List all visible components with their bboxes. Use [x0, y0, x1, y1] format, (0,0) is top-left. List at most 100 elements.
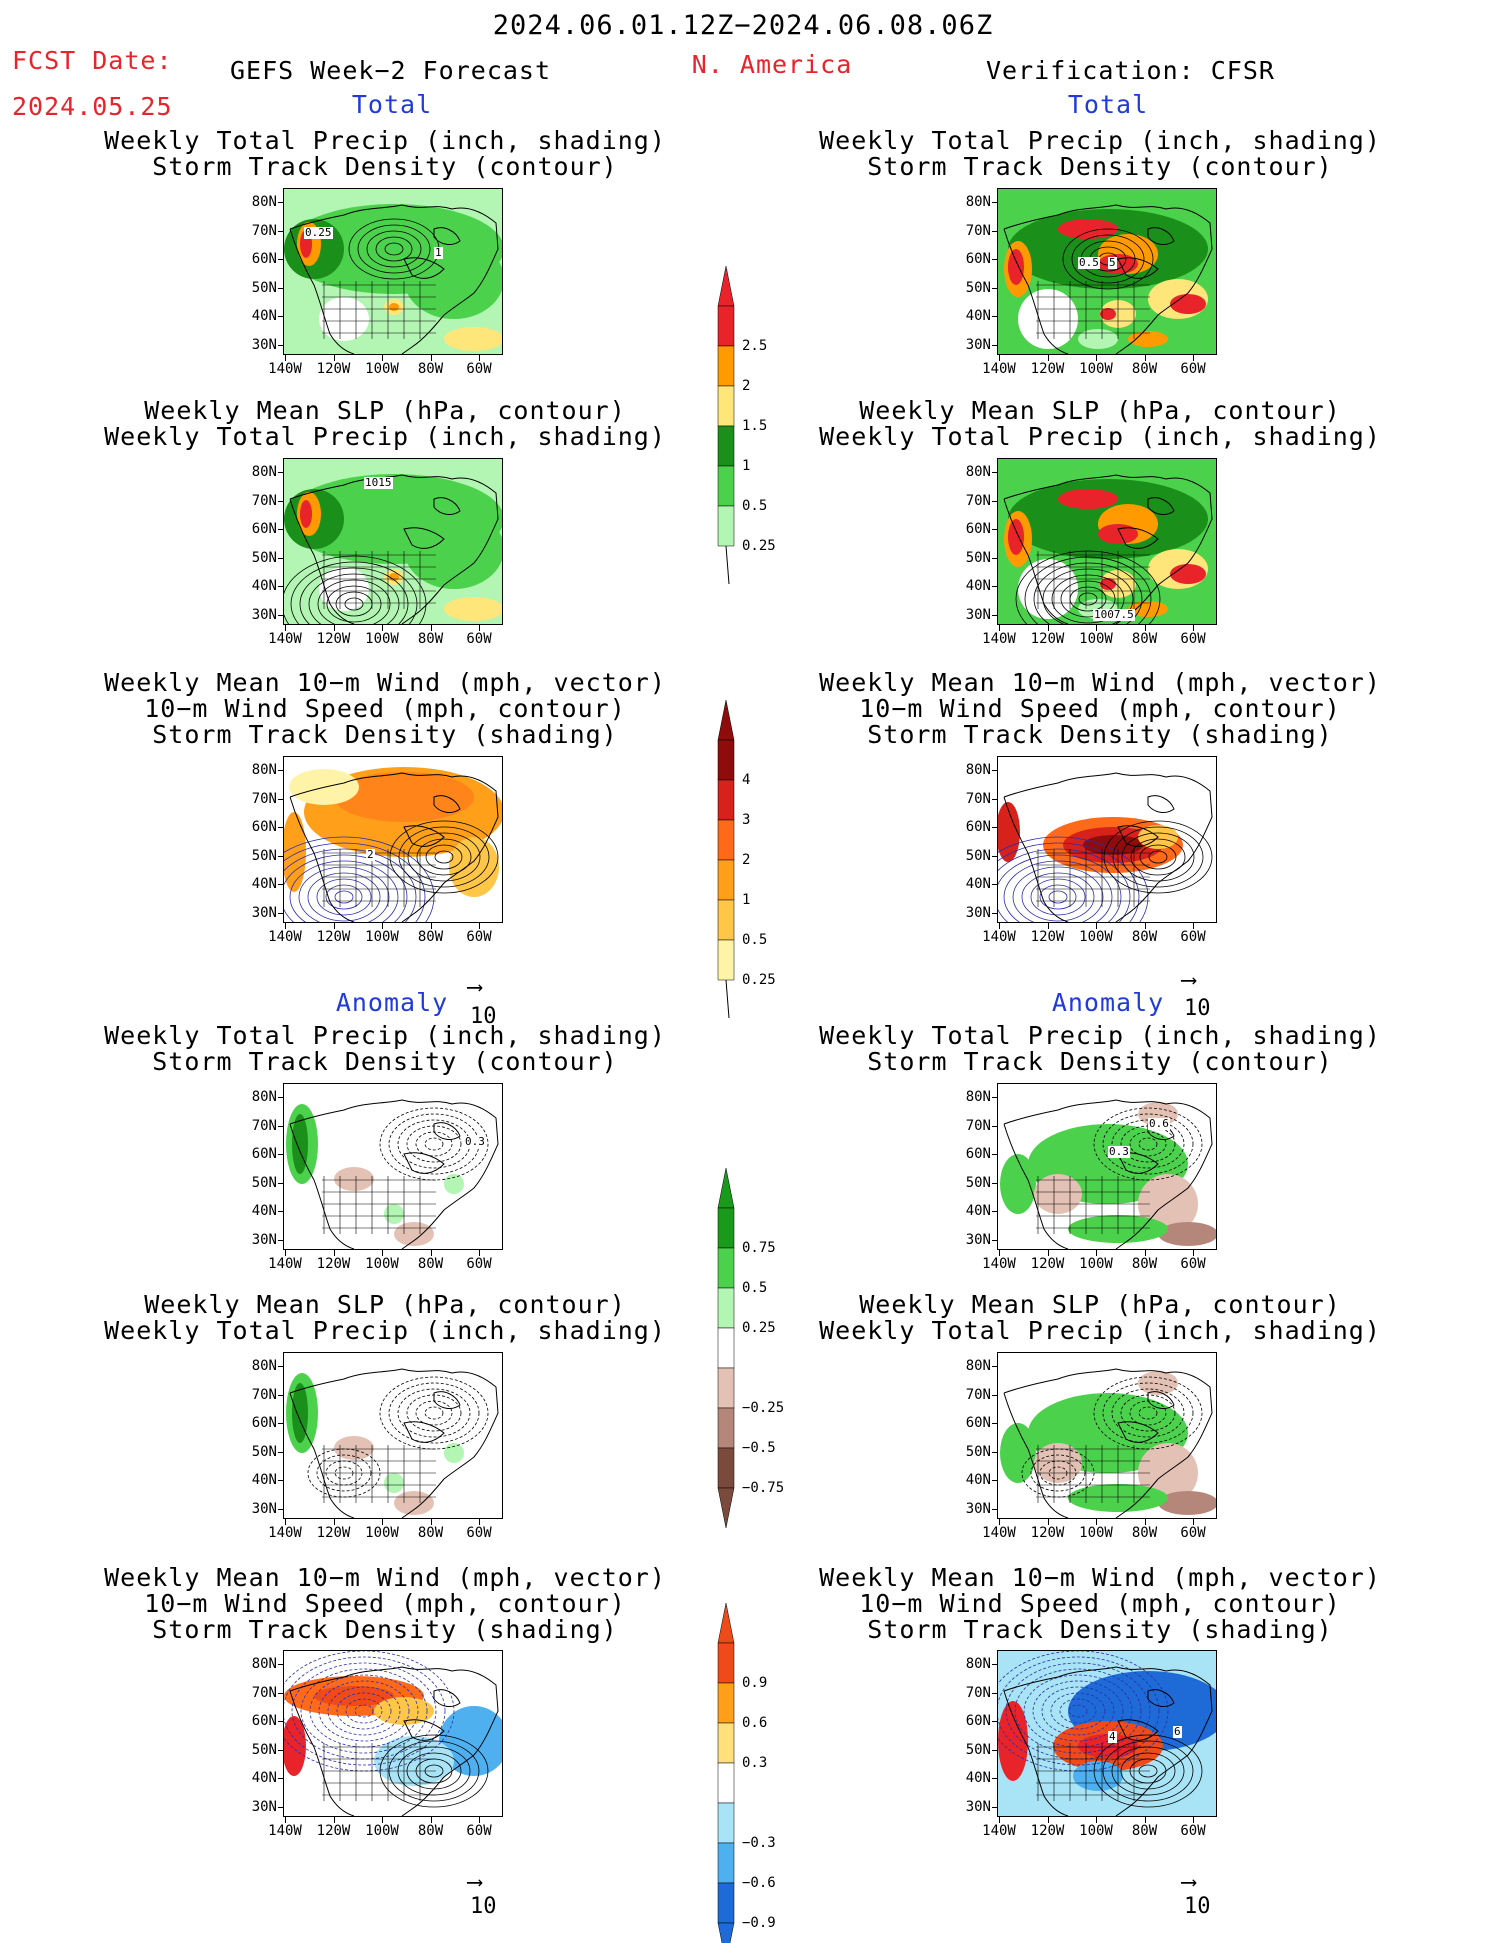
- lat-tick-mark: [278, 1480, 284, 1481]
- lon-tick-mark: [1193, 1817, 1194, 1823]
- lat-tick-mark: [992, 557, 998, 559]
- lat-tick-label: 60N: [251, 1713, 277, 1729]
- panel-title-r1-left-line2: Storm Track Density (contour): [152, 152, 618, 181]
- colorbar-label: −0.3: [742, 1835, 776, 1851]
- lon-tick-mark: [999, 355, 1000, 361]
- contour-label: 1: [434, 246, 443, 259]
- panel-title-r6-right-line3: Storm Track Density (shading): [867, 1615, 1333, 1644]
- lon-tick-label: 140W: [982, 1823, 1016, 1839]
- panel-title-r4-left-line1: Weekly Total Precip (inch, shading): [104, 1021, 666, 1050]
- panel-title-r3-right-line2: 10−m Wind Speed (mph, contour): [859, 694, 1341, 723]
- lon-tick-mark: [479, 1250, 480, 1256]
- lat-tick-label: 60N: [965, 1415, 991, 1431]
- lon-tick-label: 60W: [466, 1256, 492, 1272]
- contour-label: 0.6: [1148, 1117, 1170, 1130]
- lon-tick-label: 80W: [1131, 631, 1158, 647]
- lat-tick-mark: [992, 1125, 998, 1127]
- lat-tick-label: 60N: [965, 251, 991, 267]
- map-panel-r4-left: 0.3: [283, 1083, 503, 1250]
- lat-tick-label: 30N: [251, 336, 277, 353]
- vector-ref-label-right-bottom: 10: [1184, 1894, 1211, 1919]
- colorbar-label: 2: [742, 378, 751, 394]
- colorbar-label: 1: [742, 458, 751, 474]
- lat-tick-label: 70N: [965, 222, 991, 239]
- lon-tick-label: 120W: [316, 1256, 351, 1272]
- lat-tick-mark: [992, 1239, 998, 1241]
- lat-tick-mark: [992, 1692, 998, 1694]
- lat-tick-label: 40N: [251, 1203, 277, 1219]
- lat-tick-label: 40N: [965, 578, 991, 594]
- lat-tick-mark: [278, 1154, 284, 1155]
- map-panel-r1-right: 0.5 5: [997, 188, 1217, 355]
- panel-title-r6-right-line2: 10−m Wind Speed (mph, contour): [859, 1589, 1341, 1618]
- lat-tick-mark: [992, 1778, 998, 1779]
- lat-tick-label: 30N: [965, 1798, 991, 1815]
- lat-tick-label: 70N: [251, 1684, 277, 1701]
- panel-title-r6-right-line1: Weekly Mean 10−m Wind (mph, vector): [819, 1563, 1381, 1592]
- lat-tick-mark: [992, 1508, 998, 1510]
- lon-tick-label: 140W: [982, 361, 1016, 377]
- lat-tick-label: 80N: [965, 464, 991, 480]
- panel-title-r1-left-line1: Weekly Total Precip (inch, shading): [104, 126, 666, 155]
- lon-tick-mark: [1096, 923, 1097, 929]
- vector-ref-left-top: ⟶: [468, 975, 482, 1000]
- lat-tick-label: 60N: [251, 819, 277, 835]
- lon-tick-mark: [1193, 355, 1194, 361]
- contour-label: 2: [366, 848, 375, 861]
- lat-tick-label: 60N: [965, 1146, 991, 1162]
- panel-title-r3-left-line3: Storm Track Density (shading): [152, 720, 618, 749]
- lat-tick-label: 60N: [251, 1415, 277, 1431]
- colorbar-label: 0.5: [742, 1280, 768, 1296]
- lat-tick-mark: [992, 1423, 998, 1424]
- lat-tick-mark: [278, 614, 284, 616]
- lat-tick-label: 50N: [251, 1443, 277, 1460]
- lat-tick-label: 30N: [965, 1231, 991, 1248]
- lat-tick-label: 40N: [251, 1472, 277, 1488]
- lat-tick-label: 80N: [251, 464, 277, 480]
- lon-tick-label: 60W: [466, 1823, 492, 1839]
- lon-tick-mark: [333, 923, 335, 929]
- lat-tick-label: 50N: [251, 1174, 277, 1191]
- lat-tick-mark: [992, 798, 998, 800]
- lon-tick-mark: [333, 1250, 335, 1256]
- lat-tick-label: 50N: [251, 279, 277, 296]
- panel-title-r6-left-line3: Storm Track Density (shading): [152, 1615, 618, 1644]
- lon-tick-label: 80W: [417, 631, 444, 647]
- lon-tick-mark: [430, 625, 432, 631]
- lat-tick-label: 80N: [251, 1089, 277, 1105]
- lat-tick-label: 40N: [251, 876, 277, 892]
- contour-label: 1007.5: [1093, 608, 1135, 621]
- lon-tick-mark: [430, 1519, 432, 1525]
- map-panel-r5-left: [283, 1352, 503, 1519]
- lat-tick-mark: [278, 1211, 284, 1212]
- lat-tick-mark: [992, 472, 998, 473]
- lon-tick-label: 100W: [365, 361, 399, 377]
- contour-label: 0.3: [1108, 1145, 1130, 1158]
- lat-tick-label: 60N: [965, 1713, 991, 1729]
- colorbar-label: 0.5: [742, 932, 768, 948]
- lon-tick-mark: [1144, 625, 1146, 631]
- lat-tick-mark: [992, 287, 998, 289]
- colorbar-label: 0.9: [742, 1675, 768, 1691]
- vector-ref-right-top: ⟶: [1182, 968, 1196, 993]
- lat-tick-label: 30N: [965, 336, 991, 353]
- lon-tick-label: 100W: [1079, 1525, 1113, 1541]
- lon-tick-label: 120W: [1030, 1256, 1065, 1272]
- lat-tick-mark: [278, 855, 284, 857]
- colorbar-label: 1: [742, 892, 751, 908]
- lat-tick-label: 50N: [965, 549, 991, 566]
- lat-tick-mark: [278, 1182, 284, 1184]
- lat-tick-mark: [992, 1366, 998, 1367]
- lon-tick-label: 100W: [1079, 929, 1113, 945]
- lon-tick-mark: [1096, 355, 1097, 361]
- lat-tick-mark: [278, 1239, 284, 1241]
- lat-tick-mark: [278, 827, 284, 828]
- lat-tick-mark: [992, 855, 998, 857]
- lat-tick-mark: [992, 1097, 998, 1098]
- contour-label: 1015: [364, 476, 393, 489]
- lon-tick-mark: [1193, 923, 1194, 929]
- lon-tick-label: 100W: [1079, 361, 1113, 377]
- panel-title-r4-left-line2: Storm Track Density (contour): [152, 1047, 618, 1076]
- lon-tick-mark: [1144, 1817, 1146, 1823]
- lon-tick-mark: [1096, 625, 1097, 631]
